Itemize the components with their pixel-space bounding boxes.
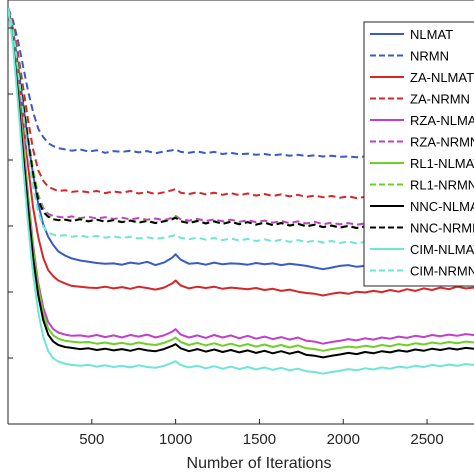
legend-label: RZA-NLMAT <box>410 113 474 128</box>
legend: NLMAT NRMN ZA-NLMAT ZA-NRMN RZA-NLMAT RZA-NRM… <box>363 21 474 287</box>
series-line-nnc-nlmat <box>8 8 474 359</box>
legend-label: NNC-NRMN <box>410 221 474 236</box>
legend-box <box>363 21 474 287</box>
legend-label: RL1-NRMN <box>410 178 474 193</box>
x-tick-label: 1500 <box>243 431 276 448</box>
x-tick-label: 2000 <box>327 431 360 448</box>
legend-label: NNC-NLMAT <box>410 199 474 214</box>
legend-label: NLMAT <box>410 27 453 42</box>
x-tick-label: 2500 <box>410 431 443 448</box>
legend-label: CIM-NRMN <box>410 264 474 279</box>
series-line-rl1-nlmat <box>8 8 474 352</box>
x-tick-label: 1000 <box>159 431 192 448</box>
series-line-rza-nlmat <box>8 8 474 345</box>
series-line-za-nlmat <box>8 8 474 297</box>
legend-label: RZA-NRMN <box>410 135 474 150</box>
tick-layer: 500 1000 1500 2000 2500 <box>8 27 444 448</box>
series-line-cim-nlmat <box>8 8 474 375</box>
legend-label: CIM-NLMAT <box>410 242 474 257</box>
series-line-rza-nrmn <box>8 8 474 227</box>
x-axis-label: Number of Iterations <box>187 455 332 472</box>
legend-label: RL1-NLMAT <box>410 156 474 171</box>
legend-label: NRMN <box>410 49 449 64</box>
x-tick-label: 500 <box>79 431 104 448</box>
legend-label: ZA-NLMAT <box>410 70 474 85</box>
legend-label: ZA-NRMN <box>410 92 470 107</box>
